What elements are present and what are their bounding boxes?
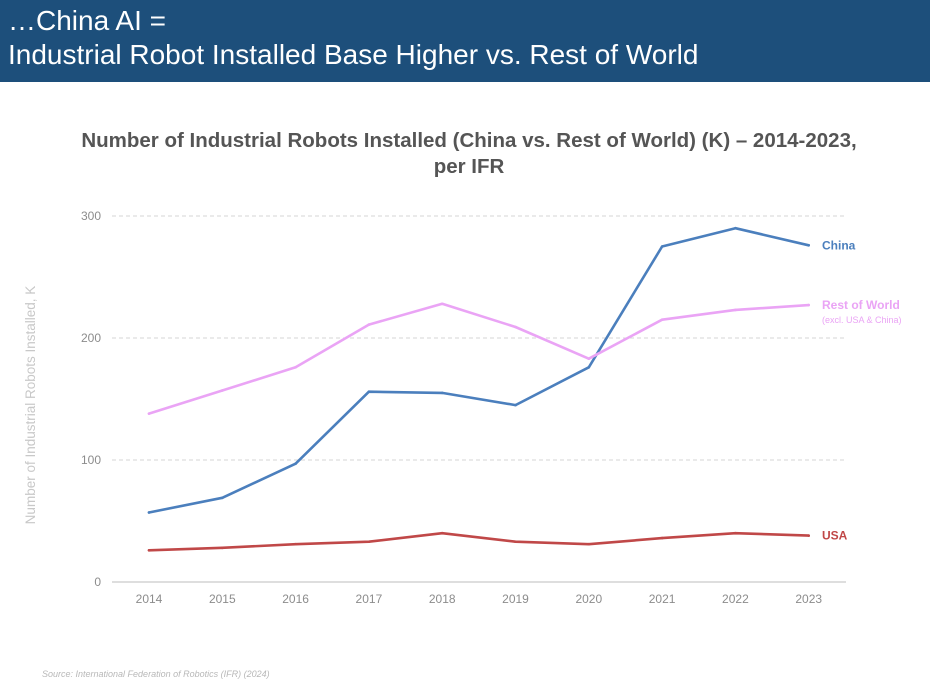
data-point (221, 496, 224, 500)
chart-title-line2: per IFR (433, 155, 505, 178)
data-point (147, 511, 151, 514)
series-sublabel: (excl. USA & China) (822, 315, 902, 325)
data-point (807, 534, 810, 537)
data-point (367, 540, 371, 544)
data-point (660, 318, 664, 322)
x-tick-label: 2019 (502, 592, 529, 606)
data-point (734, 308, 737, 312)
y-tick-label: 200 (81, 331, 101, 345)
y-tick-label: 0 (94, 575, 101, 589)
data-point (660, 245, 664, 248)
data-point (294, 365, 297, 369)
chart-title-line1: Number of Industrial Robots Installed (C… (81, 129, 857, 152)
data-point (734, 226, 737, 230)
data-point (734, 531, 737, 535)
x-tick-label: 2022 (722, 592, 749, 606)
data-point (587, 365, 591, 369)
x-tick-label: 2023 (795, 592, 822, 606)
source-note: Source: International Federation of Robo… (42, 669, 270, 679)
data-point (147, 412, 151, 415)
series-label: USA (822, 529, 848, 543)
data-point (587, 542, 591, 546)
header-title-line1: …China AI = (8, 5, 166, 36)
data-point (440, 531, 444, 535)
data-point (440, 302, 444, 306)
data-point (660, 536, 664, 540)
x-tick-label: 2016 (282, 592, 309, 606)
x-tick-label: 2014 (136, 592, 163, 606)
x-tick-label: 2021 (649, 592, 676, 606)
series-line-usa (147, 531, 811, 552)
x-tick-label: 2017 (356, 592, 383, 606)
chart-title: Number of Industrial Robots Installed (C… (0, 128, 930, 180)
data-point (294, 462, 297, 465)
data-point (221, 546, 224, 550)
data-point (807, 303, 810, 307)
data-point (440, 391, 444, 395)
series-label: Rest of World (822, 298, 900, 312)
y-tick-label: 300 (81, 209, 101, 223)
data-point (514, 540, 517, 544)
data-point (367, 390, 371, 393)
data-point (587, 357, 591, 361)
header-banner: …China AI = Industrial Robot Installed B… (0, 0, 930, 82)
series-line-china (147, 226, 811, 514)
data-point (367, 323, 371, 326)
data-point (221, 389, 224, 392)
x-tick-label: 2020 (575, 592, 602, 606)
series-line-rest-of-world (147, 302, 811, 415)
y-tick-label: 100 (81, 453, 101, 467)
x-tick-label: 2015 (209, 592, 236, 606)
y-axis-label: Number of Industrial Robots Installed, K (23, 286, 38, 525)
data-point (807, 243, 810, 247)
header-title-line2: Industrial Robot Installed Base Higher v… (8, 39, 699, 70)
data-point (147, 548, 151, 552)
data-point (514, 403, 517, 407)
x-tick-label: 2018 (429, 592, 456, 606)
data-point (294, 542, 297, 546)
series-label: China (822, 238, 856, 252)
data-point (514, 325, 517, 329)
